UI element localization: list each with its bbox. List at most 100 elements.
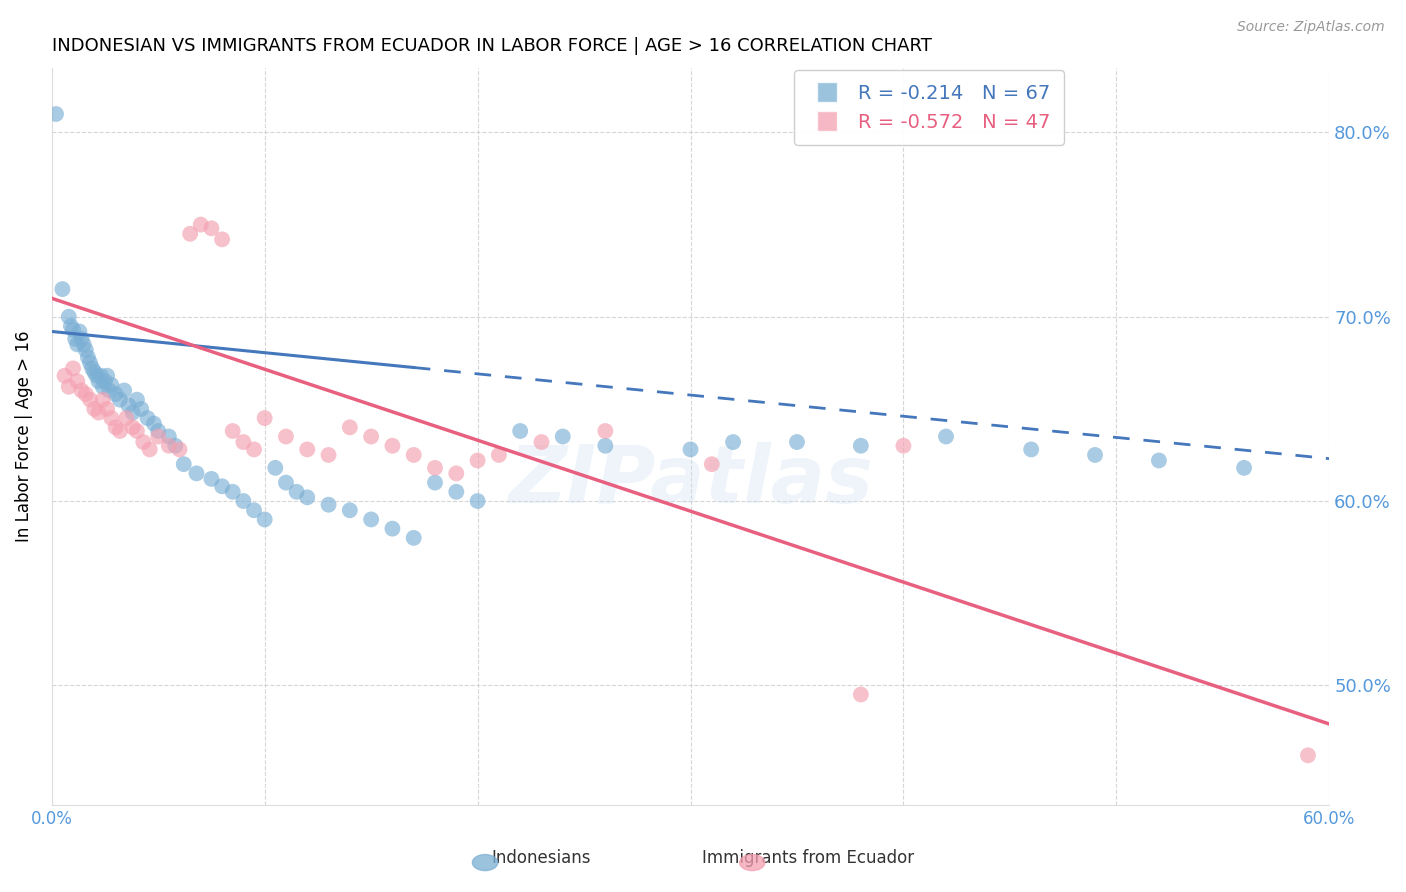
- Point: [173, 457, 195, 471]
- Point: [112, 384, 135, 398]
- Point: [786, 435, 808, 450]
- Point: [222, 424, 245, 438]
- Point: [1296, 748, 1319, 763]
- Point: [381, 522, 404, 536]
- Point: [51, 282, 73, 296]
- Point: [467, 494, 489, 508]
- Point: [402, 531, 425, 545]
- Point: [339, 503, 361, 517]
- Point: [274, 429, 297, 443]
- Point: [96, 368, 118, 383]
- Point: [253, 411, 276, 425]
- Point: [104, 387, 127, 401]
- Point: [62, 323, 84, 337]
- Point: [115, 411, 138, 425]
- Text: INDONESIAN VS IMMIGRANTS FROM ECUADOR IN LABOR FORCE | AGE > 16 CORRELATION CHAR: INDONESIAN VS IMMIGRANTS FROM ECUADOR IN…: [52, 37, 932, 55]
- Text: Source: ZipAtlas.com: Source: ZipAtlas.com: [1237, 20, 1385, 34]
- Point: [200, 472, 222, 486]
- Point: [467, 453, 489, 467]
- Point: [98, 384, 121, 398]
- Point: [59, 318, 82, 333]
- Point: [360, 429, 382, 443]
- Point: [63, 332, 86, 346]
- Point: [45, 107, 67, 121]
- Point: [91, 380, 114, 394]
- Point: [179, 227, 201, 241]
- Point: [1147, 453, 1170, 467]
- Point: [318, 498, 340, 512]
- Point: [264, 460, 287, 475]
- Point: [58, 380, 80, 394]
- Point: [318, 448, 340, 462]
- Text: Indonesians: Indonesians: [492, 849, 591, 867]
- Point: [402, 448, 425, 462]
- Point: [125, 392, 148, 407]
- Point: [73, 337, 96, 351]
- Point: [339, 420, 361, 434]
- Point: [211, 232, 233, 246]
- Point: [83, 365, 105, 379]
- Text: Immigrants from Ecuador: Immigrants from Ecuador: [703, 849, 914, 867]
- Point: [381, 439, 404, 453]
- Text: ZIPatlas: ZIPatlas: [508, 442, 873, 520]
- Point: [157, 439, 180, 453]
- Point: [423, 475, 446, 490]
- Point: [87, 406, 110, 420]
- Point: [125, 424, 148, 438]
- Point: [700, 457, 723, 471]
- Point: [121, 406, 143, 420]
- Point: [66, 337, 89, 351]
- Point: [79, 356, 101, 370]
- Point: [200, 221, 222, 235]
- Point: [721, 435, 744, 450]
- Point: [90, 368, 112, 383]
- Point: [360, 512, 382, 526]
- Point: [108, 424, 131, 438]
- Point: [121, 420, 143, 434]
- Point: [75, 343, 97, 357]
- Point: [893, 439, 915, 453]
- Point: [243, 503, 266, 517]
- Point: [446, 484, 468, 499]
- Point: [222, 484, 245, 499]
- Point: [1084, 448, 1107, 462]
- Legend: R = -0.214   N = 67, R = -0.572   N = 47: R = -0.214 N = 67, R = -0.572 N = 47: [794, 70, 1064, 145]
- Point: [58, 310, 80, 324]
- Point: [186, 467, 208, 481]
- Point: [77, 351, 100, 365]
- Point: [70, 384, 93, 398]
- Point: [849, 439, 872, 453]
- Point: [297, 442, 319, 457]
- Point: [96, 401, 118, 416]
- Point: [595, 439, 617, 453]
- Point: [157, 429, 180, 443]
- Point: [94, 374, 117, 388]
- Point: [117, 398, 139, 412]
- Point: [509, 424, 531, 438]
- Point: [100, 378, 122, 392]
- Point: [211, 479, 233, 493]
- Point: [142, 417, 165, 431]
- Point: [243, 442, 266, 457]
- Point: [67, 325, 90, 339]
- Point: [100, 411, 122, 425]
- Point: [87, 374, 110, 388]
- Point: [1019, 442, 1042, 457]
- Point: [62, 361, 84, 376]
- Point: [679, 442, 702, 457]
- Point: [148, 429, 170, 443]
- Point: [253, 512, 276, 526]
- Point: [232, 435, 254, 450]
- Point: [169, 442, 191, 457]
- Point: [66, 374, 89, 388]
- Point: [53, 368, 76, 383]
- Point: [849, 688, 872, 702]
- Point: [148, 424, 170, 438]
- Point: [423, 460, 446, 475]
- Point: [595, 424, 617, 438]
- Point: [132, 435, 155, 450]
- Point: [70, 332, 93, 346]
- Point: [297, 491, 319, 505]
- Point: [285, 484, 308, 499]
- Point: [82, 361, 104, 376]
